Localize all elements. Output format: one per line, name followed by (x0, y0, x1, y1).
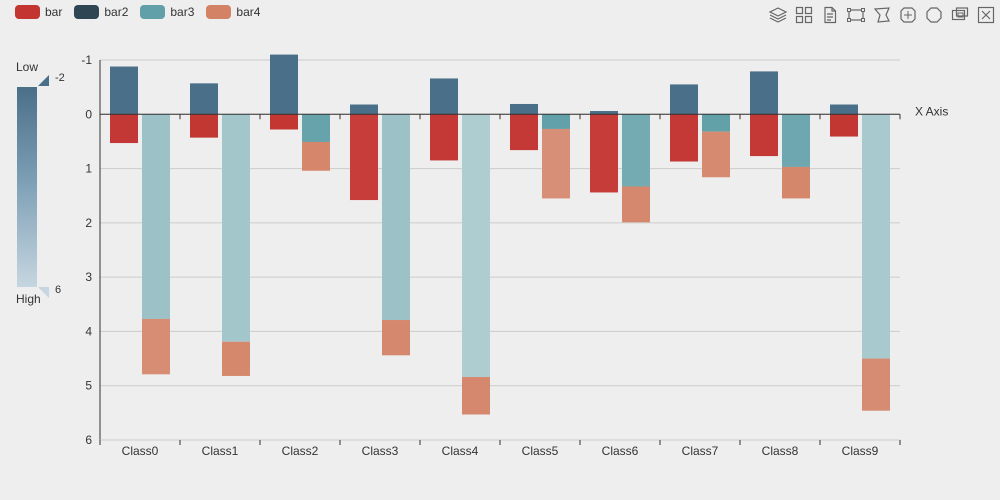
bar-bar4-Class7[interactable] (702, 131, 730, 178)
grid-icon[interactable] (794, 5, 814, 25)
legend-item-bar4[interactable]: bar4 (206, 5, 260, 19)
visual-map-high-label: High (16, 292, 41, 306)
x-axis-name: X Axis (915, 104, 948, 118)
visual-map: Low -2 6 High (0, 0, 90, 320)
x-tick-label: Class6 (602, 444, 639, 458)
bar-bar2-Class5[interactable] (510, 103, 538, 115)
bar-bar-Class4[interactable] (430, 114, 458, 161)
visual-map-min-value: 6 (55, 284, 62, 296)
legend-item-bar[interactable]: bar (15, 5, 62, 19)
x-tick-label: Class5 (522, 444, 559, 458)
bar-bar2-Class4[interactable] (430, 78, 458, 115)
visual-map-max-value: -2 (55, 72, 65, 84)
bar-bar4-Class2[interactable] (302, 141, 330, 171)
bar-bar4-Class5[interactable] (542, 128, 570, 199)
bar-bar3-Class2[interactable] (302, 114, 330, 142)
y-tick-label: 5 (85, 379, 92, 393)
legend-item-bar3[interactable]: bar3 (140, 5, 194, 19)
rect-select-icon[interactable] (846, 5, 866, 25)
y-tick-label: -1 (81, 53, 92, 67)
x-tick-label: Class9 (842, 444, 879, 458)
bar-bar-Class9[interactable] (830, 114, 858, 137)
x-tick-label: Class3 (362, 444, 399, 458)
bar-bar3-Class6[interactable] (622, 114, 650, 187)
lasso-select-icon[interactable] (872, 5, 892, 25)
zoom-reset-icon[interactable] (976, 5, 996, 25)
bar-bar2-Class1[interactable] (190, 83, 218, 115)
legend-item-bar2[interactable]: bar2 (74, 5, 128, 19)
bar-bar4-Class9[interactable] (862, 358, 890, 411)
legend-swatch (15, 5, 40, 19)
bar-bar3-Class4[interactable] (462, 114, 490, 378)
y-tick-label: 1 (85, 162, 92, 176)
visual-map-low-label: Low (16, 60, 39, 74)
bar-bar2-Class2[interactable] (270, 54, 298, 115)
legend-swatch (206, 5, 232, 19)
zoom-icon[interactable] (950, 5, 970, 25)
legend-label: bar2 (104, 5, 129, 19)
bar-bar-Class5[interactable] (510, 114, 538, 151)
bar-bar4-Class3[interactable] (382, 320, 410, 356)
legend-swatch (140, 5, 166, 19)
legend-label: bar3 (170, 5, 195, 19)
legend-swatch (74, 5, 100, 19)
bar-bar3-Class8[interactable] (782, 114, 810, 167)
bar-bar2-Class7[interactable] (670, 84, 698, 115)
bar-bar3-Class3[interactable] (382, 114, 410, 321)
y-tick-label: 2 (85, 216, 92, 230)
y-tick-label: 6 (85, 433, 92, 447)
bar-bar3-Class5[interactable] (542, 114, 570, 129)
bar-bar-Class1[interactable] (190, 114, 218, 138)
visual-map-handle-top[interactable] (38, 75, 49, 86)
clear-select-icon[interactable] (924, 5, 944, 25)
x-tick-label: Class0 (122, 444, 159, 458)
bar-bar3-Class9[interactable] (862, 114, 890, 359)
layers-icon[interactable] (768, 5, 788, 25)
bar-bar4-Class4[interactable] (462, 377, 490, 415)
bar-bar2-Class8[interactable] (750, 71, 778, 115)
bar-bar4-Class1[interactable] (222, 341, 250, 376)
bar-bar-Class0[interactable] (110, 114, 138, 144)
bar-bar-Class2[interactable] (270, 114, 298, 130)
bar-bar2-Class6[interactable] (590, 111, 618, 115)
bar-bar3-Class1[interactable] (222, 114, 250, 342)
bar-bar2-Class0[interactable] (110, 66, 138, 115)
bar-bar-Class6[interactable] (590, 114, 618, 193)
document-icon[interactable] (820, 5, 840, 25)
bar-bar-Class8[interactable] (750, 114, 778, 157)
bar-bar-Class7[interactable] (670, 114, 698, 162)
x-tick-label: Class7 (682, 444, 719, 458)
y-tick-label: 0 (85, 107, 92, 121)
bar-bar4-Class0[interactable] (142, 318, 170, 375)
bar-bar2-Class9[interactable] (830, 104, 858, 115)
y-tick-label: 3 (85, 270, 92, 284)
x-tick-label: Class8 (762, 444, 799, 458)
bar-bar4-Class6[interactable] (622, 186, 650, 223)
visual-map-gradient-bar[interactable] (17, 87, 37, 287)
bar-bar2-Class3[interactable] (350, 104, 378, 115)
bar-bar3-Class7[interactable] (702, 114, 730, 132)
legend: bar bar2 bar3 bar4 (15, 2, 260, 22)
bar-bar-Class3[interactable] (350, 114, 378, 201)
bar-bar3-Class0[interactable] (142, 114, 170, 319)
x-tick-label: Class1 (202, 444, 239, 458)
x-tick-label: Class4 (442, 444, 479, 458)
bar-bar4-Class8[interactable] (782, 166, 810, 199)
legend-label: bar4 (236, 5, 261, 19)
keep-select-icon[interactable] (898, 5, 918, 25)
visual-map-handle-bottom[interactable] (38, 287, 49, 298)
y-tick-label: 4 (85, 324, 92, 338)
toolbox (768, 5, 996, 25)
legend-label: bar (45, 5, 63, 19)
x-tick-label: Class2 (282, 444, 319, 458)
